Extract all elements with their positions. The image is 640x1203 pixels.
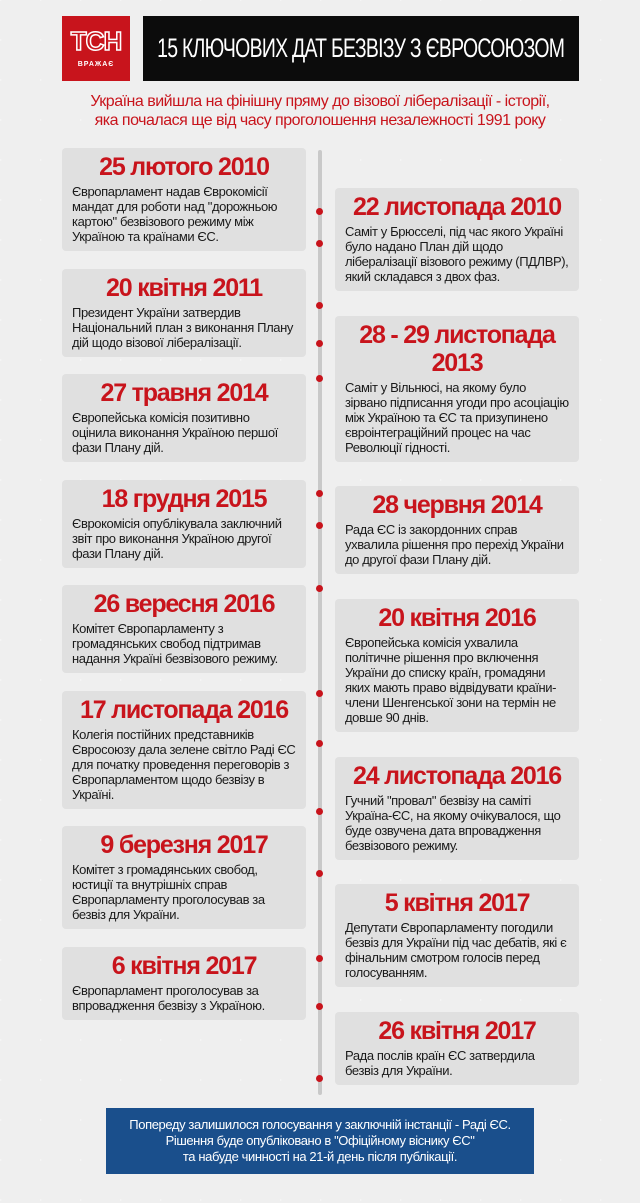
timeline-line	[318, 150, 322, 1095]
event-description: Саміт у Вільнюсі, на якому було зірвано …	[345, 379, 569, 455]
timeline-event: 6 квітня 2017 Європарламент проголосував…	[62, 946, 306, 1020]
left-column: 25 лютого 2010 Європарламент надав Єврок…	[62, 148, 306, 1020]
footer-note: Попереду залишилося голосування у заключ…	[106, 1108, 534, 1174]
timeline-dot	[316, 1075, 323, 1082]
logo-text: ТСН	[70, 25, 123, 57]
timeline-dot	[316, 585, 323, 592]
timeline-event: 27 травня 2014 Європейська комісія позит…	[62, 374, 306, 463]
event-description: Єврокомісія опублікувала заключний звіт …	[72, 515, 282, 561]
event-description: Депутати Європарламенту погодили безвіз …	[345, 920, 567, 981]
timeline-event: 28 - 29 листопада 2013 Саміт у Вільнюсі,…	[335, 315, 579, 462]
right-column: 22 листопада 2010 Саміт у Брюсселі, під …	[335, 188, 579, 1085]
timeline-event: 20 квітня 2011 Президент України затверд…	[62, 268, 306, 357]
event-description: Рада послів країн ЄС затвердила безвіз д…	[345, 1047, 535, 1078]
footer-line: Рішення буде опубліковано в "Офіційному …	[165, 1133, 475, 1148]
timeline-event: 22 листопада 2010 Саміт у Брюсселі, під …	[335, 188, 579, 291]
timeline-dot	[316, 208, 323, 215]
event-description: Європарламент проголосував за впроваджен…	[72, 982, 265, 1013]
event-date: 17 листопада 2016	[79, 695, 289, 724]
timeline-event: 5 квітня 2017 Депутати Європарламенту по…	[335, 884, 579, 988]
event-date: 9 березня 2017	[100, 831, 268, 860]
timeline-dot	[316, 302, 323, 309]
event-date: 20 квітня 2016	[378, 603, 536, 632]
timeline-event: 18 грудня 2015 Єврокомісія опублікувала …	[62, 479, 306, 568]
page-title: 15 КЛЮЧОВИХ ДАТ БЕЗВІЗУ З ЄВРОСОЮЗОМ	[157, 33, 565, 63]
timeline-dot	[316, 490, 323, 497]
timeline-event: 20 квітня 2016 Європейська комісія ухвал…	[335, 598, 579, 732]
timeline-event: 9 березня 2017 Комітет з громадянських с…	[62, 826, 306, 930]
event-date: 5 квітня 2017	[384, 889, 531, 918]
event-date: 25 лютого 2010	[99, 153, 270, 181]
timeline-dot	[316, 955, 323, 962]
event-date: 26 квітня 2017	[378, 1016, 536, 1045]
tsn-logo: ТСН ВРАЖАЄ	[62, 16, 130, 81]
event-date: 26 вересня 2016	[93, 590, 276, 619]
timeline-dot	[316, 340, 323, 347]
event-date: 28 червня 2014	[372, 491, 542, 520]
timeline-event: 17 листопада 2016 Колегія постійних пред…	[62, 690, 306, 809]
event-date: 22 листопада 2010	[352, 193, 562, 221]
event-description: Європарламент надав Єврокомісії мандат д…	[72, 184, 278, 244]
timeline-event: 26 квітня 2017 Рада послів країн ЄС затв…	[335, 1011, 579, 1085]
event-description: Європейська комісія ухвалила політичне р…	[345, 634, 557, 725]
timeline-dot	[316, 240, 323, 247]
timeline-dot	[316, 740, 323, 747]
event-description: Рада ЄС із закордонних справ ухвалила рі…	[345, 522, 564, 568]
event-date: 6 квітня 2017	[111, 951, 258, 980]
timeline-event: 26 вересня 2016 Комітет Європарламенту з…	[62, 585, 306, 674]
subtitle-line: яка почалася ще від часу проголошення не…	[94, 112, 546, 129]
event-date: 20 квітня 2011	[106, 273, 263, 302]
event-date: 18 грудня 2015	[101, 484, 268, 513]
event-description: Гучний "провал" безвізу на саміті Україн…	[345, 792, 561, 853]
logo-slogan: ВРАЖАЄ	[77, 61, 115, 68]
timeline-dot	[316, 808, 323, 815]
event-description: Саміт у Брюсселі, під час якого Україні …	[345, 224, 569, 284]
footer-line: Попереду залишилося голосування у заключ…	[129, 1117, 511, 1132]
title-banner: 15 КЛЮЧОВИХ ДАТ БЕЗВІЗУ З ЄВРОСОЮЗОМ	[143, 16, 579, 81]
timeline-dot	[316, 1003, 323, 1010]
timeline-dot	[316, 870, 323, 877]
subtitle-line: Україна вийшла на фінішну пряму до візов…	[90, 93, 550, 110]
subtitle: Україна вийшла на фінішну пряму до візов…	[10, 92, 630, 130]
timeline-event: 24 листопада 2016 Гучний "провал" безвіз…	[335, 756, 579, 860]
event-description: Європейська комісія позитивно оцінила ви…	[72, 410, 278, 456]
event-date: 27 травня 2014	[100, 379, 269, 408]
event-date: 24 листопада 2016	[352, 761, 562, 790]
event-description: Колегія постійних представників Євросоюз…	[72, 726, 296, 802]
event-description: Президент України затвердив Національний…	[72, 304, 293, 350]
event-date: 28 - 29 листопада 2013	[359, 320, 556, 377]
timeline-dot	[316, 522, 323, 529]
timeline-dot	[316, 375, 323, 382]
timeline-event: 25 лютого 2010 Європарламент надав Єврок…	[62, 148, 306, 251]
event-description: Комітет Європарламенту з громадянських с…	[72, 621, 278, 667]
timeline-event: 28 червня 2014 Рада ЄС із закордонних сп…	[335, 486, 579, 575]
event-description: Комітет з громадянських свобод, юстиції …	[72, 862, 265, 923]
timeline-dot	[316, 690, 323, 697]
footer-line: та набуде чинності на 21-й день після пу…	[182, 1149, 458, 1164]
